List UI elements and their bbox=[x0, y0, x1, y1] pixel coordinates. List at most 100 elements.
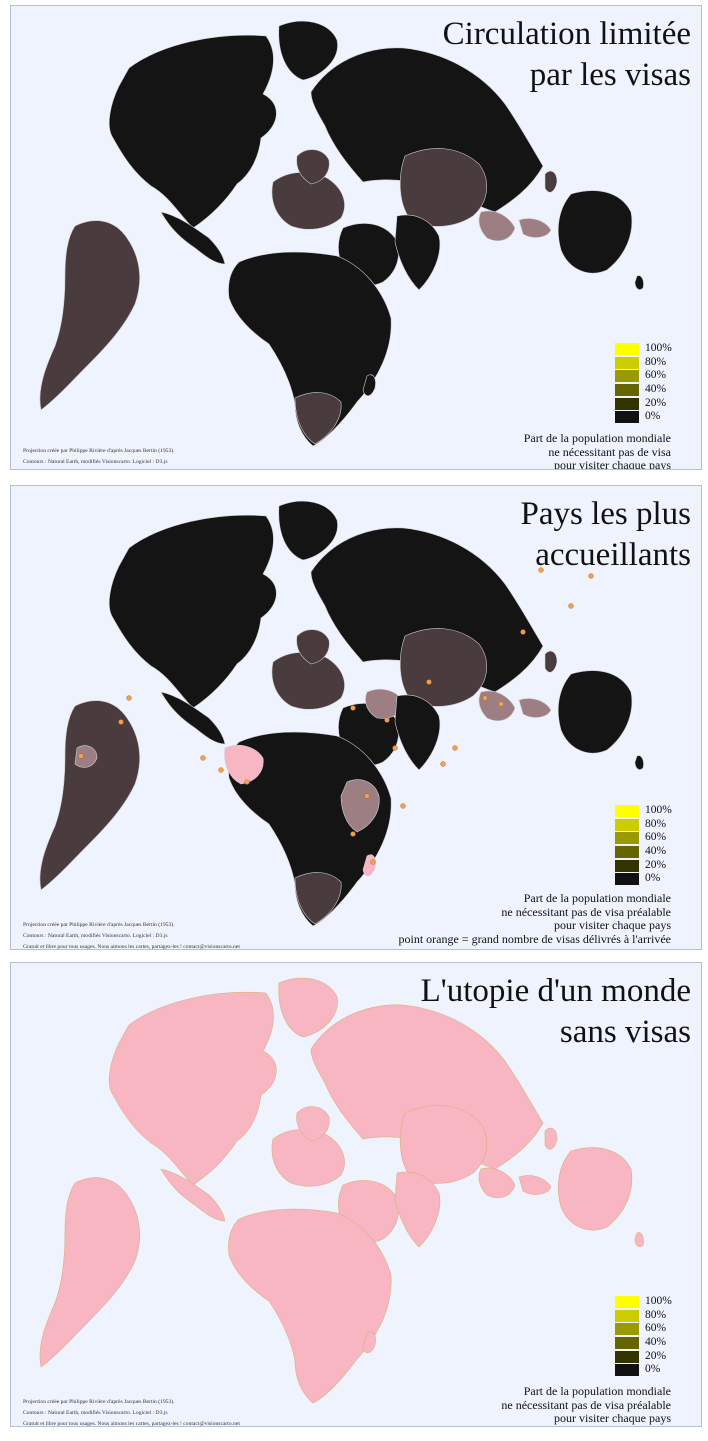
china bbox=[399, 1105, 487, 1184]
bolivia bbox=[74, 745, 98, 768]
central-america bbox=[160, 1168, 226, 1222]
visa-point bbox=[200, 755, 206, 761]
japan bbox=[544, 650, 558, 673]
legend-swatch bbox=[615, 832, 639, 845]
legend-item: 80% bbox=[615, 818, 679, 832]
credits: Projection créée par Philippe Rivière d'… bbox=[23, 922, 240, 950]
central-america bbox=[160, 691, 226, 745]
legend-swatch bbox=[615, 397, 639, 410]
visa-point bbox=[440, 761, 446, 767]
russia bbox=[310, 47, 544, 213]
legend-item: 80% bbox=[615, 356, 679, 370]
southeast-asia bbox=[478, 1167, 516, 1198]
south-america bbox=[39, 1177, 140, 1368]
north-america bbox=[108, 991, 277, 1186]
legend-item: 0% bbox=[615, 410, 679, 424]
legend-item: 40% bbox=[615, 1336, 679, 1350]
legend-item: 100% bbox=[615, 804, 679, 818]
scandinavia bbox=[296, 149, 330, 185]
australia bbox=[558, 190, 633, 274]
visa-point bbox=[482, 695, 488, 701]
legend-item: 80% bbox=[615, 1309, 679, 1323]
south-america bbox=[39, 700, 140, 891]
legend-swatch bbox=[615, 1350, 639, 1363]
legend: 100% 80% 60% 40% 20% 0% bbox=[615, 804, 679, 886]
west-africa bbox=[224, 745, 264, 785]
map-panel-most-welcoming: Pays les plus accueillants 100% 80% 60% … bbox=[10, 485, 702, 950]
legend-caption: Part de la population mondiale ne nécess… bbox=[398, 891, 671, 946]
legend-caption: Part de la population mondiale ne nécess… bbox=[523, 431, 671, 470]
central-america bbox=[160, 211, 226, 265]
legend-item: 40% bbox=[615, 845, 679, 859]
south-america bbox=[39, 220, 140, 411]
greenland bbox=[278, 20, 338, 81]
visa-point bbox=[364, 793, 370, 799]
visa-point bbox=[218, 767, 224, 773]
china bbox=[399, 628, 487, 707]
visa-point bbox=[568, 603, 574, 609]
north-america bbox=[108, 34, 277, 229]
visa-point bbox=[400, 803, 406, 809]
visa-point bbox=[350, 705, 356, 711]
greenland bbox=[278, 977, 338, 1038]
australia bbox=[558, 670, 633, 754]
greenland bbox=[278, 500, 338, 561]
legend-swatch bbox=[615, 859, 639, 872]
visa-point bbox=[350, 831, 356, 837]
legend-swatch bbox=[615, 356, 639, 369]
southeast-asia bbox=[478, 690, 516, 721]
legend-item: 0% bbox=[615, 1363, 679, 1377]
map-title: Pays les plus accueillants bbox=[520, 496, 691, 573]
legend-swatch bbox=[615, 411, 639, 424]
southern-africa bbox=[294, 872, 342, 925]
legend-swatch bbox=[615, 1309, 639, 1322]
legend: 100% 80% 60% 40% 20% 0% bbox=[615, 342, 679, 424]
new-zealand bbox=[634, 755, 644, 770]
legend-swatch bbox=[615, 873, 639, 886]
russia bbox=[310, 527, 544, 693]
visa-on-arrival-points bbox=[78, 567, 594, 865]
legend-swatch bbox=[615, 1364, 639, 1377]
australia bbox=[558, 1147, 633, 1231]
legend-item: 60% bbox=[615, 1322, 679, 1336]
visa-point bbox=[78, 753, 84, 759]
legend-item: 0% bbox=[615, 872, 679, 886]
legend-swatch bbox=[615, 370, 639, 383]
indonesia bbox=[518, 698, 552, 718]
legend-swatch bbox=[615, 1337, 639, 1350]
madagascar bbox=[362, 374, 376, 397]
southeast-asia bbox=[478, 210, 516, 241]
africa bbox=[228, 1208, 392, 1404]
africa bbox=[228, 251, 392, 447]
legend-swatch bbox=[615, 846, 639, 859]
map-panel-visa-free-utopia: L'utopie d'un monde sans visas 100% 80% … bbox=[10, 962, 702, 1427]
map-title: Circulation limitée par les visas bbox=[442, 16, 691, 93]
new-zealand bbox=[634, 1232, 644, 1247]
scandinavia bbox=[296, 629, 330, 665]
madagascar bbox=[362, 1331, 376, 1354]
legend-item: 40% bbox=[615, 383, 679, 397]
visa-point bbox=[498, 701, 504, 707]
visa-point bbox=[244, 779, 250, 785]
japan bbox=[544, 170, 558, 193]
visa-point bbox=[538, 567, 544, 573]
visa-point bbox=[520, 629, 526, 635]
japan bbox=[544, 1127, 558, 1150]
visa-point bbox=[370, 859, 376, 865]
legend-caption: Part de la population mondiale ne nécess… bbox=[501, 1384, 671, 1425]
south-asia bbox=[394, 694, 441, 771]
south-asia bbox=[394, 214, 441, 291]
legend-swatch bbox=[615, 805, 639, 817]
map-panel-visa-restrictions: Circulation limitée par les visas 100% 8… bbox=[10, 5, 702, 470]
southern-africa bbox=[294, 392, 342, 445]
legend-swatch bbox=[615, 343, 639, 355]
russia bbox=[310, 1004, 544, 1170]
map-title: L'utopie d'un monde sans visas bbox=[420, 973, 691, 1050]
world-map bbox=[39, 500, 644, 927]
credits: Projection créée par Philippe Rivière d'… bbox=[23, 448, 175, 465]
visa-point bbox=[126, 695, 132, 701]
world-map bbox=[39, 20, 644, 447]
visa-point bbox=[452, 745, 458, 751]
legend-swatch bbox=[615, 384, 639, 397]
north-america bbox=[108, 514, 277, 709]
